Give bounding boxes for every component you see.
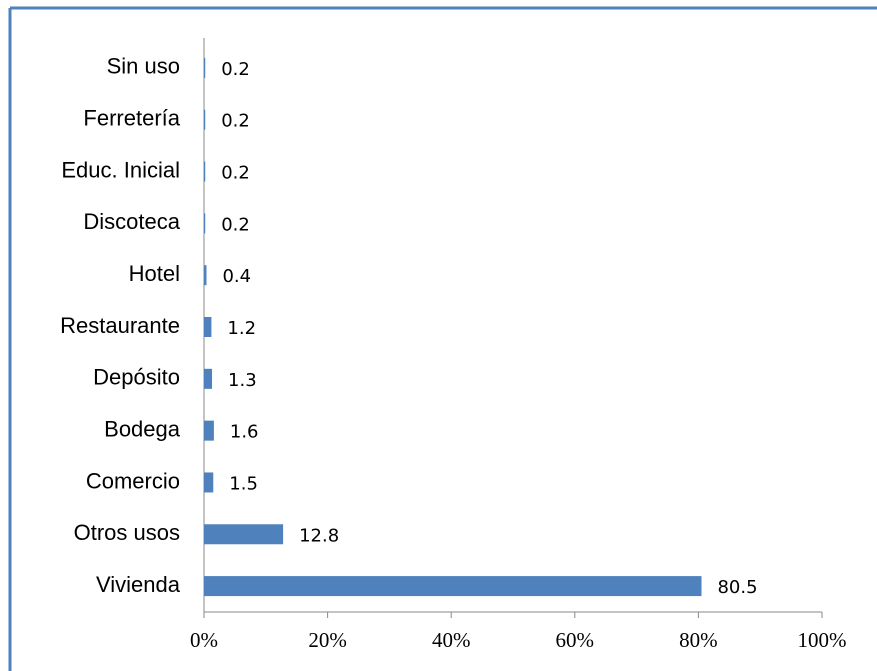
data-label: 1.3 [228, 370, 257, 391]
data-label: 0.2 [221, 214, 250, 235]
y-tick-label: Restaurante [60, 313, 180, 338]
x-tick-label: 80% [679, 628, 718, 652]
data-label: 0.2 [221, 163, 250, 184]
data-label: 0.4 [222, 266, 251, 287]
y-tick-label: Depósito [93, 365, 180, 390]
y-tick-label: Discoteca [83, 209, 180, 234]
data-label: 1.5 [229, 473, 258, 494]
x-tick-label: 0% [190, 628, 218, 652]
x-tick-label: 100% [798, 628, 847, 652]
bar [204, 524, 284, 545]
y-tick-label: Hotel [129, 261, 180, 286]
bar [204, 317, 212, 337]
bar [204, 472, 214, 493]
x-tick-label: 60% [556, 628, 595, 652]
data-label: 1.6 [230, 422, 259, 443]
y-tick-label: Comercio [86, 468, 180, 493]
y-tick-label: Sin uso [107, 54, 180, 79]
y-tick-label: Vivienda [96, 572, 181, 597]
data-label: 1.2 [227, 318, 256, 339]
data-label: 0.2 [221, 59, 250, 80]
bar [204, 109, 206, 130]
bar [204, 57, 206, 78]
bar [204, 368, 213, 389]
y-tick-label: Otros usos [74, 520, 180, 545]
data-label: 80.5 [717, 577, 757, 598]
bar [204, 161, 206, 182]
y-tick-label: Ferretería [83, 106, 180, 131]
bar [204, 213, 206, 234]
y-tick-label: Educ. Inicial [61, 157, 180, 182]
data-label: 12.8 [299, 525, 339, 546]
x-tick-label: 20% [308, 628, 347, 652]
bar [204, 576, 702, 597]
bar [204, 420, 214, 441]
bar [204, 265, 207, 286]
x-tick-label: 40% [432, 628, 471, 652]
y-tick-label: Bodega [104, 416, 181, 441]
data-label: 0.2 [221, 111, 250, 132]
